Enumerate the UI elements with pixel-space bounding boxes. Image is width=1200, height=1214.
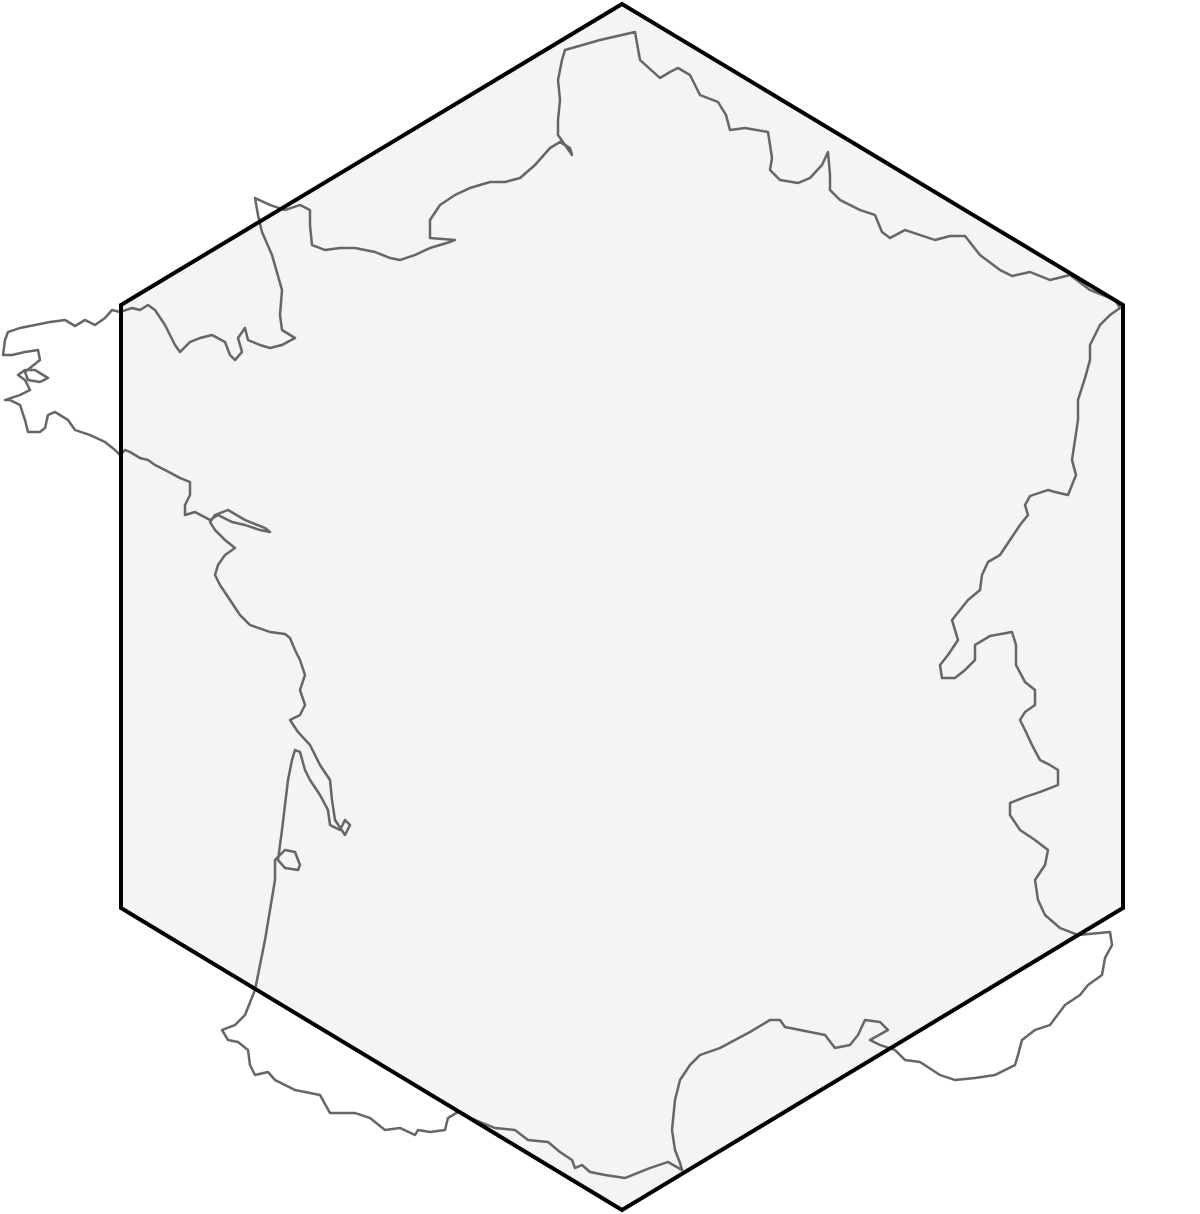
hexagon-border bbox=[119, 1, 1125, 1213]
hexagon-fill bbox=[121, 4, 1123, 1210]
france-outline bbox=[1, 30, 1122, 1180]
